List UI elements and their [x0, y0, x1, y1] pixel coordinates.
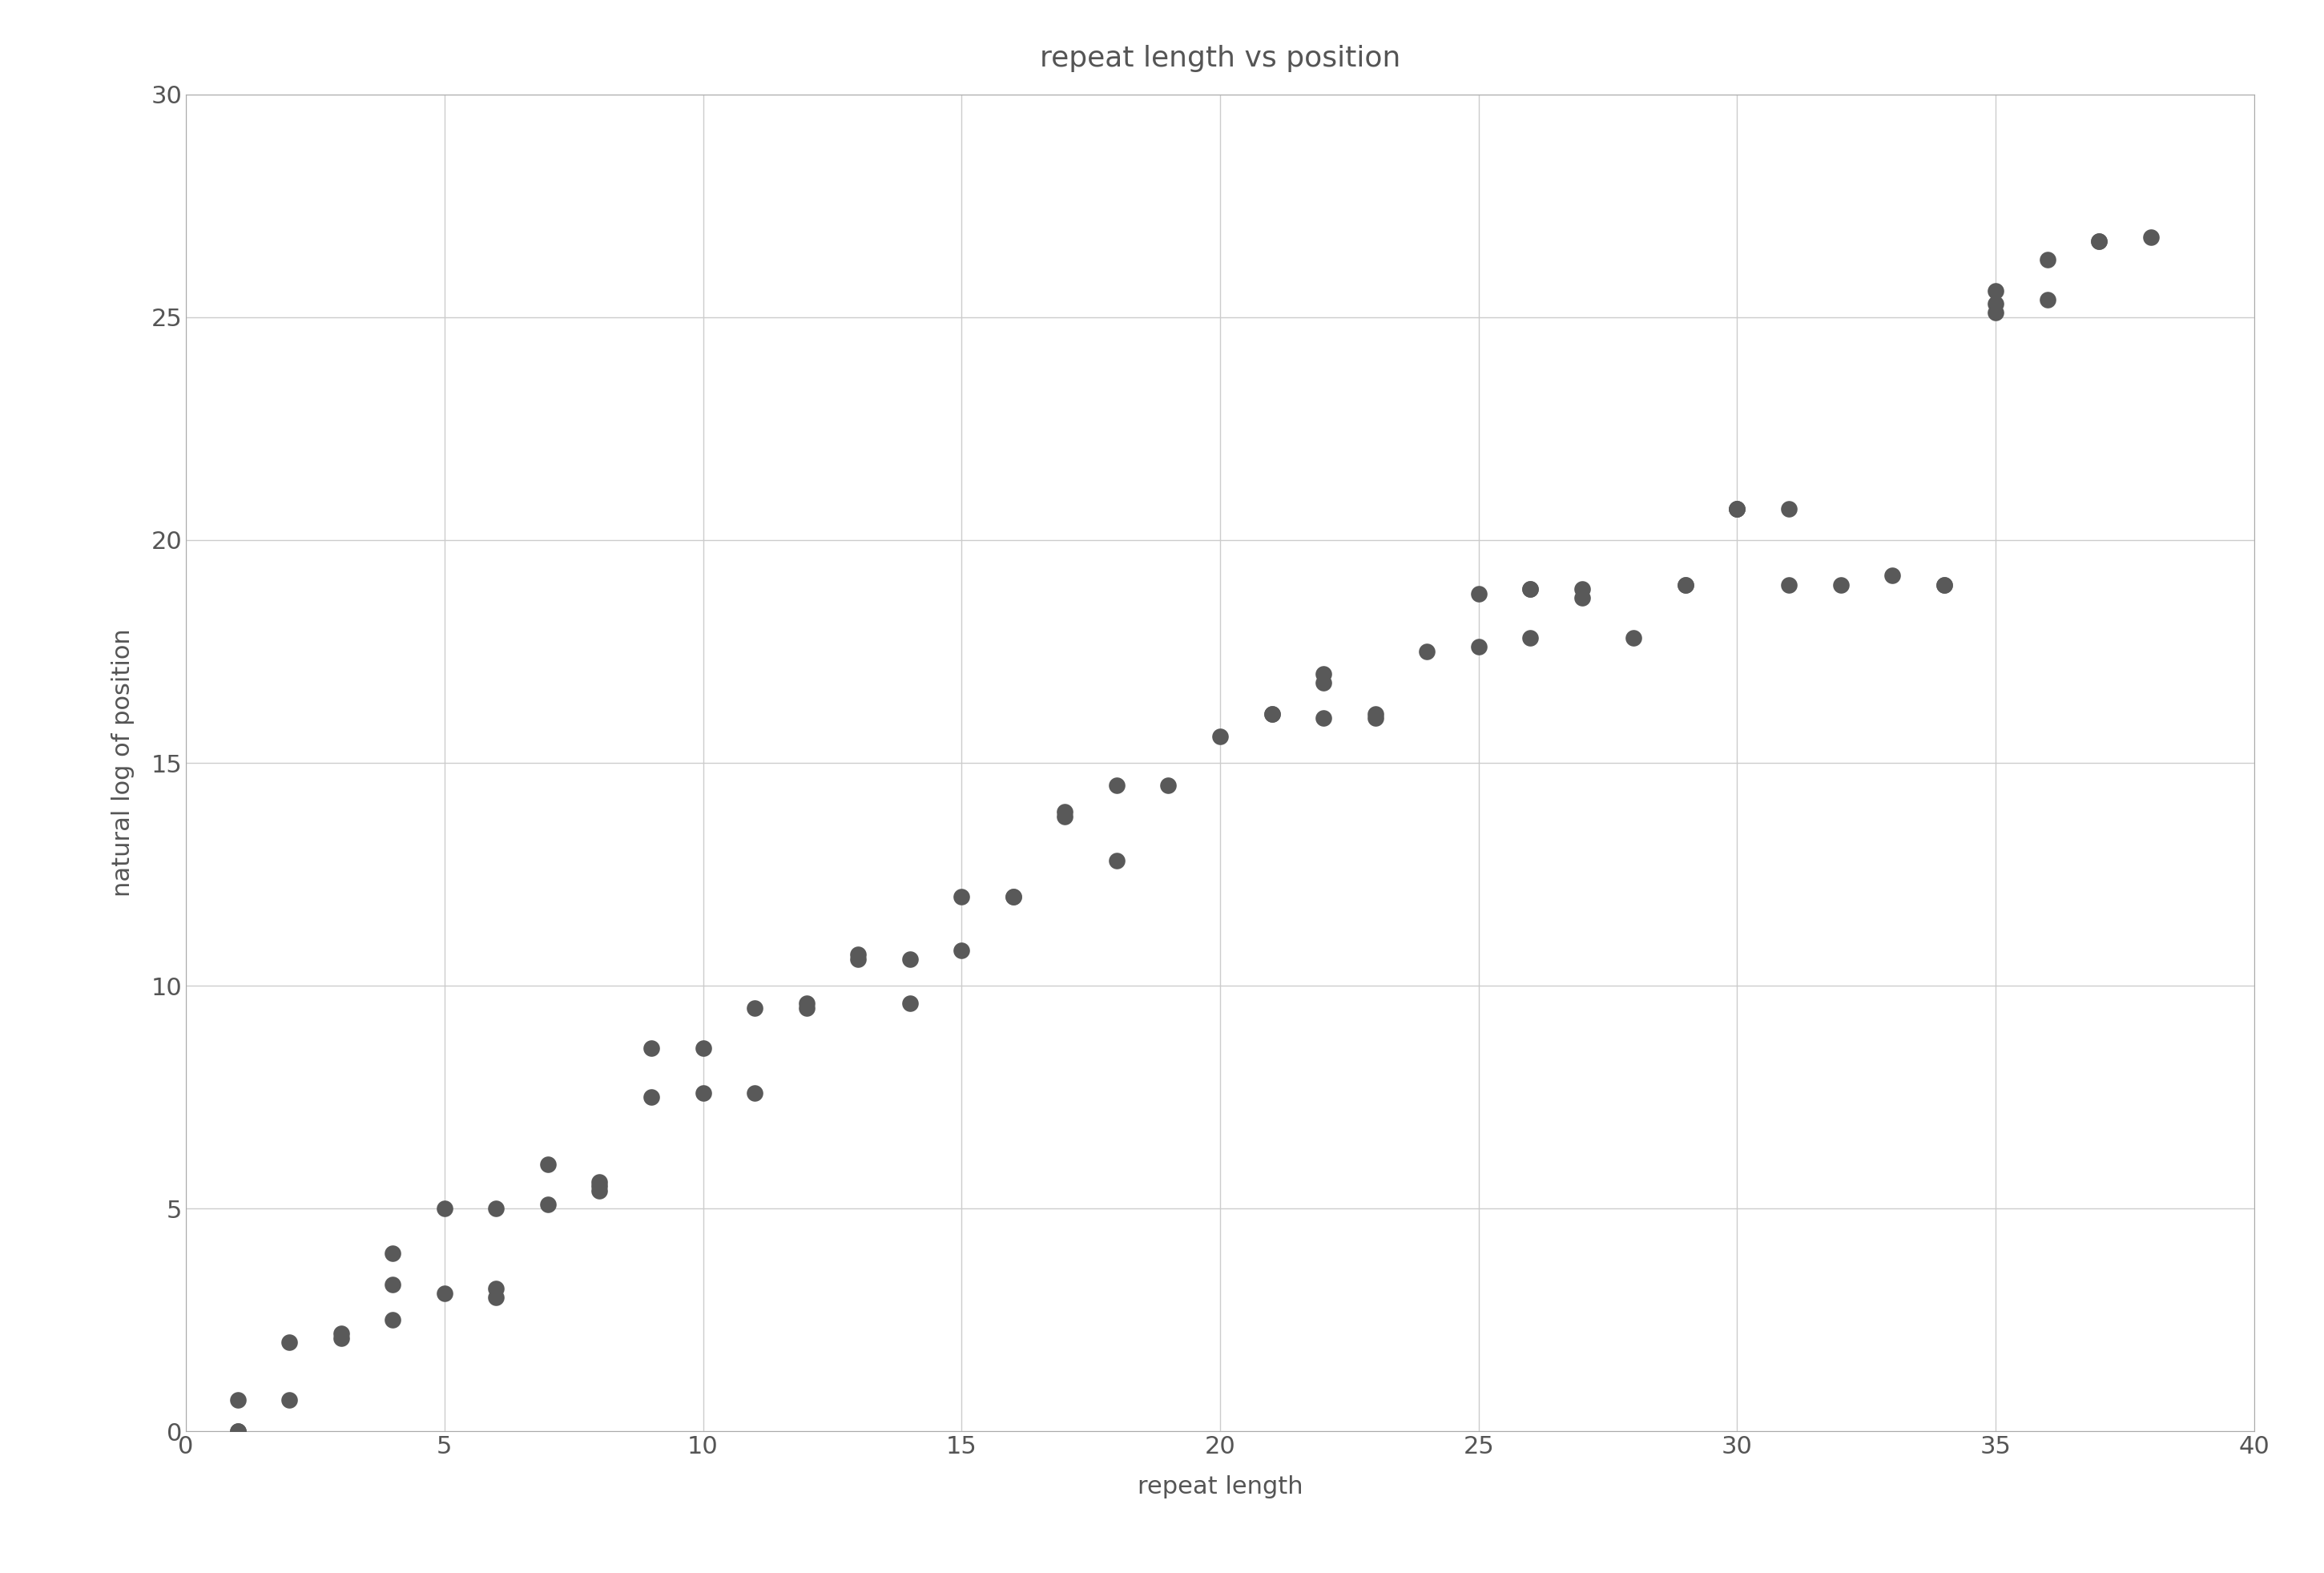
Point [1306, 661, 1343, 686]
Point [1615, 626, 1652, 651]
Point [323, 1321, 360, 1346]
Point [1306, 706, 1343, 731]
Point [788, 996, 825, 1021]
Point [1666, 573, 1703, 598]
Point [581, 1178, 618, 1203]
Point [2133, 225, 2171, 250]
X-axis label: repeat length: repeat length [1136, 1475, 1304, 1499]
Point [686, 1035, 723, 1060]
Point [686, 1081, 723, 1106]
Point [581, 1169, 618, 1194]
Point [1720, 497, 1757, 522]
Point [1097, 848, 1134, 873]
Point [1666, 573, 1703, 598]
Point [2080, 230, 2117, 255]
Point [1720, 497, 1757, 522]
Point [1459, 580, 1497, 606]
Point [1822, 573, 1859, 598]
Point [1978, 278, 2015, 304]
Point [272, 1329, 307, 1354]
Point [323, 1324, 360, 1350]
Point [218, 1419, 256, 1444]
Point [632, 1035, 669, 1060]
Point [530, 1151, 567, 1177]
Point [2029, 247, 2066, 272]
Point [944, 884, 981, 909]
Point [425, 1195, 462, 1221]
Point [1927, 573, 1964, 598]
Point [737, 996, 774, 1021]
Point [218, 1387, 256, 1413]
Y-axis label: natural log of position: natural log of position [112, 629, 135, 897]
Point [1978, 300, 2015, 326]
Point [1771, 573, 1808, 598]
Point [1771, 497, 1808, 522]
Point [839, 947, 876, 972]
Point [1564, 577, 1601, 602]
Point [581, 1173, 618, 1199]
Point [374, 1241, 411, 1266]
Point [1873, 563, 1910, 588]
Point [1513, 577, 1550, 602]
Point [1357, 702, 1394, 727]
Point [1978, 291, 2015, 316]
Point [530, 1192, 567, 1218]
Point [1046, 804, 1083, 829]
Point [995, 884, 1032, 909]
Point [1306, 670, 1343, 695]
Point [2029, 286, 2066, 311]
Point [1408, 639, 1446, 664]
Point [995, 884, 1032, 909]
Point [1150, 772, 1188, 798]
Title: repeat length vs position: repeat length vs position [1039, 46, 1401, 72]
Point [1513, 626, 1550, 651]
Point [479, 1276, 516, 1301]
Point [374, 1307, 411, 1332]
Point [944, 938, 981, 963]
Point [374, 1271, 411, 1296]
Point [1357, 706, 1394, 731]
Point [1564, 585, 1601, 610]
Point [1513, 577, 1550, 602]
Point [737, 1081, 774, 1106]
Point [1927, 573, 1964, 598]
Point [479, 1195, 516, 1221]
Point [218, 1419, 256, 1444]
Point [1459, 634, 1497, 659]
Point [788, 991, 825, 1016]
Point [1253, 702, 1290, 727]
Point [839, 942, 876, 967]
Point [892, 991, 930, 1016]
Point [892, 947, 930, 972]
Point [1720, 497, 1757, 522]
Point [1097, 772, 1134, 798]
Point [1046, 799, 1083, 824]
Point [479, 1285, 516, 1310]
Point [1253, 702, 1290, 727]
Point [632, 1085, 669, 1111]
Point [272, 1387, 307, 1413]
Point [425, 1280, 462, 1306]
Point [1202, 724, 1239, 749]
Point [2080, 230, 2117, 255]
